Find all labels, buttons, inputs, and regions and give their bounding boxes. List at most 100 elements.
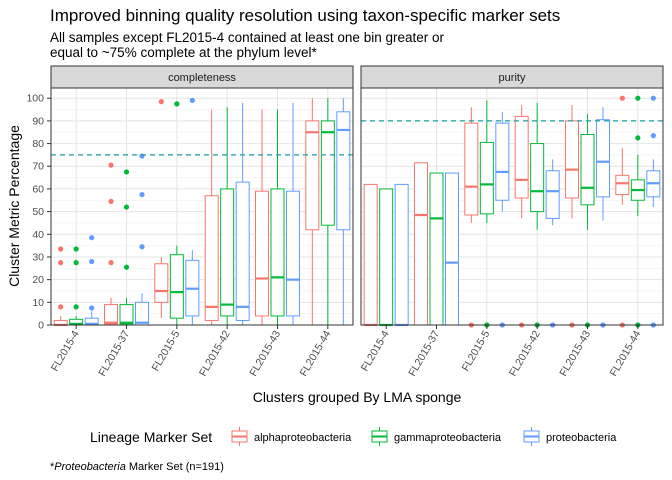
x-tick-label: FL2015-4 [49,328,82,373]
box-body [336,111,351,231]
outlier-point [619,95,625,101]
box-body [255,190,269,317]
outlier-point [123,169,130,175]
y-tick-label: 100 [26,93,44,105]
footnote-italic: Proteobacteria [54,461,126,473]
chart-title: Improved binning quality resolution usin… [50,6,561,25]
outlier-point [58,260,64,266]
outlier-point [139,153,145,159]
box-body [363,183,378,326]
outlier-point [650,133,656,139]
outlier-point [650,95,656,101]
box-body [119,304,134,325]
box-body [414,162,428,326]
box-body [445,172,459,326]
box-body [305,120,320,231]
box-body [495,122,510,201]
y-tick-label: 70 [32,161,44,173]
x-tick-label: FL2015-4 [359,328,392,373]
box-body [104,304,118,325]
outlier-point [189,97,195,104]
panel-border [50,87,354,326]
x-tick-label: FL2015-44 [298,328,334,378]
box-body [596,119,610,198]
box-body [135,301,149,326]
x-tick-label: FL2015-42 [507,328,543,378]
box-body [545,170,560,219]
outlier-point [73,246,79,252]
outlier-point [123,264,130,270]
legend-label: proteobacteria [546,432,617,444]
outlier-point [635,95,641,101]
box-body [169,254,184,319]
outlier-point [58,246,64,252]
legend-title: Lineage Marker Set [90,429,212,445]
y-tick-label: 60 [32,183,44,195]
box-body [235,181,250,321]
facet-strip-label: purity [499,72,526,84]
subtitle-line-1: All samples except FL2015-4 contained at… [50,30,444,45]
x-tick-label: FL2015-43 [247,328,283,378]
outlier-point [108,260,114,266]
box-body [429,172,444,326]
footnote: *Proteobacteria Marker Set (n=191) [50,461,224,473]
box-body [615,174,630,196]
legend-label: alphaproteobacteria [254,432,352,444]
box-body [394,183,409,326]
box-body [270,188,285,317]
outlier-point [123,204,130,210]
y-tick-label: 80 [32,138,44,150]
footnote-suffix: Marker Set (n=191) [125,461,224,473]
outlier-point [158,99,164,105]
subtitle-line-2: equal to ~75% complete at the phylum lev… [50,45,317,60]
box-body [220,188,235,317]
y-axis-title: Cluster Metric Percentage [6,125,22,287]
box-body [514,115,529,199]
box-body [479,141,494,215]
legend-label: gammaproteobacteria [394,432,502,444]
box-body [464,122,479,216]
box-body [154,263,169,303]
outlier-point [89,235,95,241]
box-body [565,120,579,199]
chart-subtitle: All samples except FL2015-4 contained at… [50,30,550,60]
x-tick-label: FL2015-42 [197,328,233,378]
x-tick-label: FL2015-5 [150,328,183,373]
panel-background [51,88,353,325]
x-tick-label: FL2015-37 [406,328,442,378]
outlier-point [139,191,145,198]
box-body [320,120,335,226]
outlier-point [139,244,145,250]
y-tick-label: 10 [32,297,44,309]
outlier-point [108,198,114,204]
y-tick-label: 40 [32,229,44,241]
box-body [379,188,394,326]
facet-strip-label: completeness [168,72,236,84]
box-body [580,133,595,206]
outlier-point [635,135,641,141]
outlier-point [73,304,79,310]
outlier-point [108,162,114,168]
box-body [530,143,545,213]
box-body [286,190,300,317]
y-tick-label: 30 [32,251,44,263]
y-tick-label: 90 [32,115,44,127]
y-tick-label: 50 [32,206,44,218]
outlier-point [73,260,79,266]
x-tick-label: FL2015-37 [96,328,132,378]
x-tick-label: FL2015-44 [608,328,644,378]
panel-background [361,88,663,325]
outlier-point [89,258,95,265]
x-tick-label: FL2015-5 [460,328,493,373]
x-axis-title: Clusters grouped By LMA sponge [253,389,462,405]
y-tick-label: 0 [38,320,44,332]
panel-border [360,87,664,326]
x-tick-label: FL2015-43 [557,328,593,378]
y-tick-label: 20 [32,274,44,286]
outlier-point [174,101,180,107]
outlier-point [58,304,64,310]
box-body [204,195,219,321]
footnote-prefix: * [50,461,55,473]
outlier-point [89,305,95,311]
